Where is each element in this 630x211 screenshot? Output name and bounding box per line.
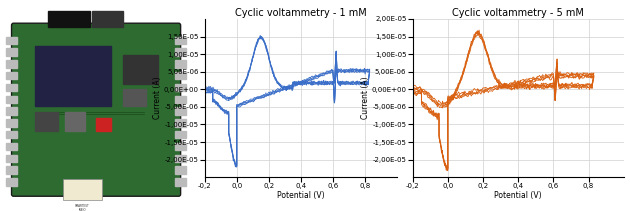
X-axis label: Potential (V): Potential (V) (495, 191, 542, 200)
Y-axis label: Current (A): Current (A) (153, 77, 162, 119)
Bar (175, 119, 186, 127)
Y-axis label: Current (A): Current (A) (361, 77, 370, 119)
Bar (175, 96, 186, 103)
Bar (6, 48, 17, 56)
Bar (6, 178, 17, 186)
Bar (6, 72, 17, 79)
Bar (6, 37, 17, 44)
Text: SMARTEST
INBIO: SMARTEST INBIO (75, 204, 90, 211)
Bar (175, 155, 186, 162)
Bar (66, 112, 84, 131)
Bar (175, 48, 186, 56)
Bar (64, 179, 102, 200)
Bar (123, 89, 146, 106)
Bar (6, 143, 17, 150)
Bar (6, 96, 17, 103)
Bar (6, 155, 17, 162)
Bar (6, 107, 17, 115)
Bar (123, 55, 158, 84)
Bar (175, 107, 186, 115)
Bar (175, 60, 186, 68)
Bar (92, 11, 123, 27)
FancyBboxPatch shape (11, 23, 181, 196)
Bar (96, 118, 112, 131)
Bar (175, 131, 186, 138)
Bar (175, 166, 186, 174)
X-axis label: Potential (V): Potential (V) (277, 191, 324, 200)
Bar (6, 84, 17, 91)
Bar (175, 84, 186, 91)
Bar (48, 11, 90, 27)
Bar (6, 131, 17, 138)
Bar (35, 112, 58, 131)
Title: Cyclic voltammetry - 5 mM: Cyclic voltammetry - 5 mM (452, 8, 584, 18)
Bar (6, 119, 17, 127)
Bar (175, 72, 186, 79)
Bar (6, 166, 17, 174)
Bar (175, 37, 186, 44)
Bar (35, 46, 112, 106)
Bar (6, 60, 17, 68)
Bar (175, 143, 186, 150)
Title: Cyclic voltammetry - 1 mM: Cyclic voltammetry - 1 mM (235, 8, 367, 18)
Bar (175, 178, 186, 186)
